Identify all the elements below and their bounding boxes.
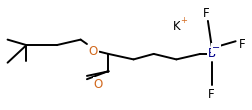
Text: +: + [180, 16, 187, 25]
Text: F: F [239, 38, 245, 50]
Text: B: B [208, 47, 216, 60]
Text: −: − [212, 43, 220, 53]
Text: F: F [203, 7, 210, 20]
Text: O: O [89, 45, 98, 58]
Text: F: F [208, 88, 215, 101]
Text: K: K [173, 20, 180, 33]
Text: O: O [94, 78, 103, 91]
